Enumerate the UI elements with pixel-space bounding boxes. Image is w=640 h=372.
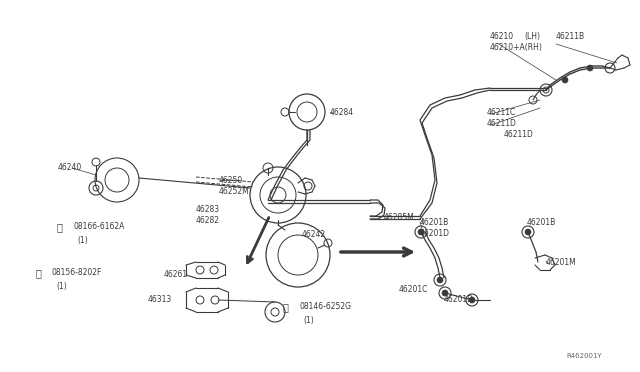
Text: 46201B: 46201B	[527, 218, 556, 227]
Text: 46285M: 46285M	[384, 213, 415, 222]
Circle shape	[418, 229, 424, 235]
Text: 46261: 46261	[164, 270, 188, 279]
Circle shape	[525, 229, 531, 235]
Text: 08156-8202F: 08156-8202F	[52, 268, 102, 277]
Text: 46210: 46210	[490, 32, 514, 41]
Circle shape	[562, 77, 568, 83]
Text: 46284: 46284	[330, 108, 354, 117]
Text: 46240: 46240	[58, 163, 83, 172]
Text: 46242: 46242	[302, 230, 326, 239]
Text: 08166-6162A: 08166-6162A	[73, 222, 124, 231]
Text: (1): (1)	[56, 282, 67, 291]
Text: 46210+A(RH): 46210+A(RH)	[490, 43, 543, 52]
Text: 46282: 46282	[196, 216, 220, 225]
Text: 46211D: 46211D	[504, 130, 534, 139]
Circle shape	[437, 277, 443, 283]
Circle shape	[587, 65, 593, 71]
Text: 46283: 46283	[196, 205, 220, 214]
Text: R462001Y: R462001Y	[566, 353, 602, 359]
Text: 46201B: 46201B	[420, 218, 449, 227]
Text: 46250: 46250	[219, 176, 243, 185]
Text: 46211D: 46211D	[487, 119, 517, 128]
Text: 46211B: 46211B	[556, 32, 585, 41]
Circle shape	[442, 290, 448, 296]
Text: 46201D: 46201D	[420, 229, 450, 238]
Text: 46211C: 46211C	[487, 108, 516, 117]
Text: Ⓢ: Ⓢ	[57, 222, 63, 232]
Text: 46252M: 46252M	[219, 187, 250, 196]
Text: 46201M: 46201M	[546, 258, 577, 267]
Text: Ⓢ: Ⓢ	[283, 302, 289, 312]
Text: (LH): (LH)	[524, 32, 540, 41]
Text: (1): (1)	[77, 236, 88, 245]
Text: Ⓢ: Ⓢ	[36, 268, 42, 278]
Text: 46313: 46313	[148, 295, 172, 304]
Text: 08146-6252G: 08146-6252G	[299, 302, 351, 311]
Circle shape	[469, 297, 475, 303]
Text: (1): (1)	[303, 316, 314, 325]
Text: 46201D: 46201D	[444, 295, 474, 304]
Text: 46201C: 46201C	[399, 285, 428, 294]
